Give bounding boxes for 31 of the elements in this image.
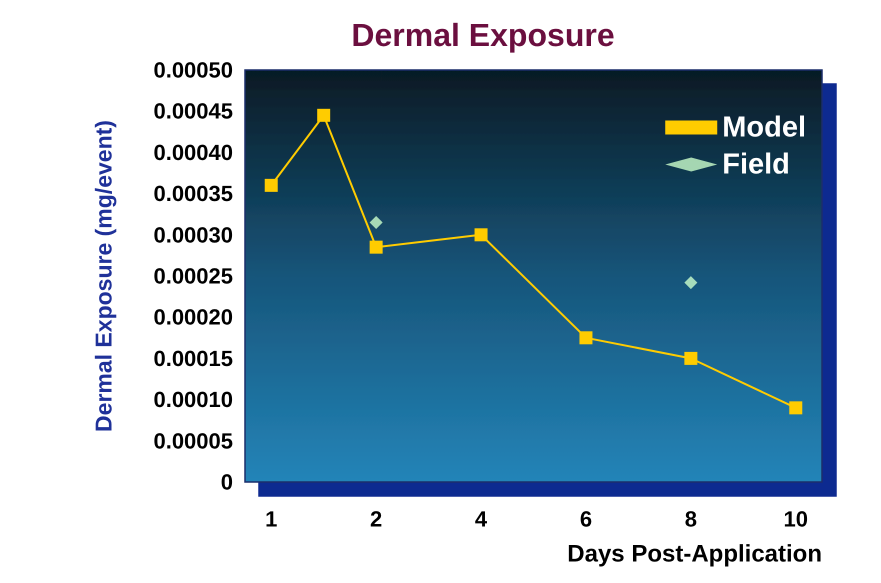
y-tick-label: 0.00015 bbox=[153, 346, 233, 371]
y-tick-label: 0.00045 bbox=[153, 98, 233, 124]
y-tick-label: 0.00050 bbox=[153, 58, 233, 82]
x-tick-label: 2 bbox=[370, 506, 382, 532]
y-tick-label: 0.00010 bbox=[153, 387, 233, 412]
legend-label: Model bbox=[722, 112, 806, 144]
y-tick-label: 0 bbox=[220, 470, 233, 494]
x-tick-label: 10 bbox=[784, 506, 808, 532]
y-tick-label: 0.00040 bbox=[153, 140, 233, 165]
y-tick-label: 0.00025 bbox=[153, 264, 233, 288]
point bbox=[370, 216, 383, 229]
point bbox=[370, 240, 383, 254]
point bbox=[317, 108, 330, 122]
x-tick-label: 4 bbox=[474, 506, 488, 532]
chart-title: Dermal Exposure bbox=[351, 17, 615, 53]
point bbox=[264, 178, 278, 192]
y-tick-label: 0.00005 bbox=[153, 428, 233, 454]
y-tick-label: 0.00035 bbox=[153, 181, 233, 206]
y-tick-label: 0.00020 bbox=[153, 304, 233, 330]
point bbox=[789, 401, 802, 414]
x-tick-label: 1 bbox=[265, 506, 278, 532]
y-tick-label: 0.00030 bbox=[153, 222, 233, 248]
x-tick-label: 6 bbox=[580, 506, 592, 532]
y-axis-title: Dermal Exposure (mg/event) bbox=[90, 120, 116, 432]
legend-label: Field bbox=[722, 148, 790, 180]
x-tick-label: 8 bbox=[684, 506, 697, 532]
point bbox=[579, 331, 592, 344]
point bbox=[684, 352, 698, 365]
point bbox=[684, 276, 698, 290]
x-axis-title: Days Post-Application bbox=[567, 540, 822, 568]
point bbox=[474, 228, 488, 242]
